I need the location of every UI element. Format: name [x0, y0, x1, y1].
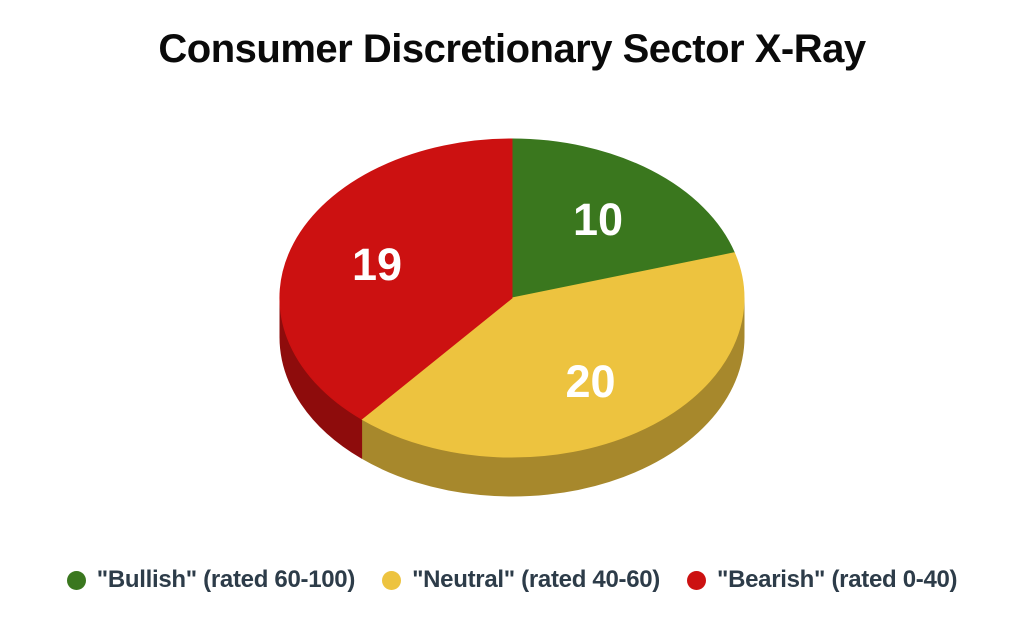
pie-value-label-bullish: 10: [573, 194, 623, 245]
pie-value-label-neutral: 20: [565, 356, 615, 407]
pie-slice-bearish: [279, 138, 513, 420]
legend-item-bullish: "Bullish" (rated 60-100): [66, 566, 356, 594]
legend-marker-neutral: [382, 570, 402, 590]
chart-title: Consumer Discretionary Sector X-Ray: [158, 27, 866, 71]
legend-label-bearish: "Bearish" (rated 0-40): [717, 566, 958, 593]
legend-marker-bullish: [66, 570, 86, 590]
legend-marker-bearish: [687, 570, 706, 590]
legend-item-bearish: "Bearish" (rated 0-40): [687, 566, 958, 594]
pie-value-label-bearish: 19: [352, 239, 402, 290]
legend-label-neutral: "Neutral" (rated 40-60): [412, 566, 660, 593]
pie-slice-neutral: [361, 252, 745, 458]
chart-legend: "Bullish" (rated 60-100) "Neutral" (rate…: [0, 560, 1024, 600]
legend-label-bullish: "Bullish" (rated 60-100): [96, 566, 356, 593]
legend-item-neutral: "Neutral" (rated 40-60): [382, 566, 660, 594]
pie-slice-bullish: [511, 138, 735, 299]
